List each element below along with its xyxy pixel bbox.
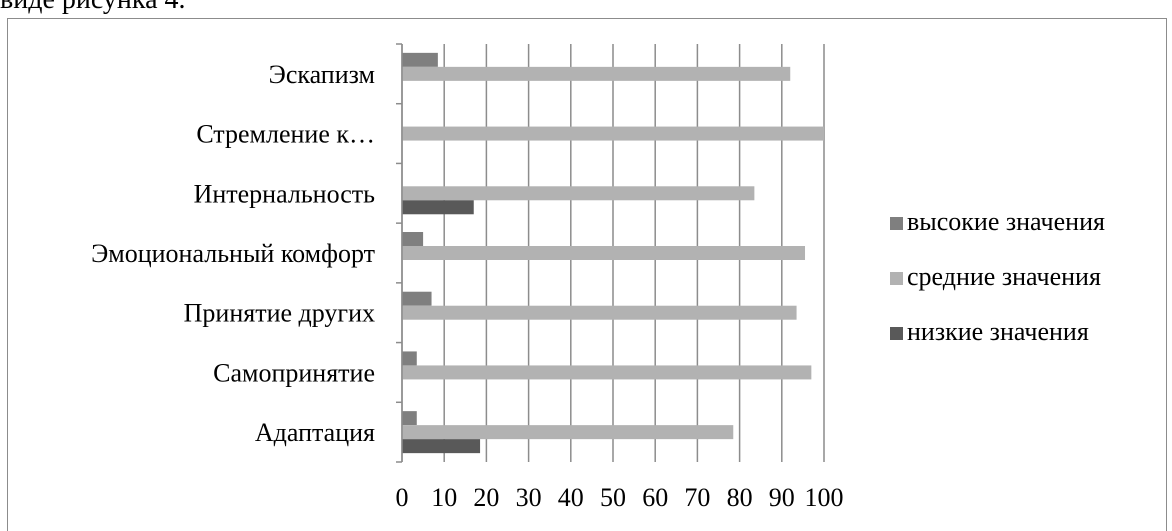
bar	[402, 305, 797, 320]
legend-label: средние значения	[907, 262, 1101, 291]
x-tick-label: 30	[516, 483, 542, 512]
category-label: Интернальность	[194, 179, 376, 208]
bars	[402, 52, 824, 454]
category-label: Принятие других	[184, 299, 375, 328]
legend-swatch	[890, 272, 903, 285]
chart-frame	[7, 18, 1167, 531]
x-tick-label: 70	[684, 483, 710, 512]
bar	[402, 186, 755, 201]
legend-label: высокие значения	[907, 207, 1105, 236]
x-tick-label: 10	[431, 483, 457, 512]
bar	[402, 126, 824, 141]
legend-swatch	[890, 217, 903, 230]
x-tick-label: 40	[558, 483, 584, 512]
x-tick-label: 0	[396, 483, 409, 512]
x-tick-label: 100	[805, 483, 844, 512]
bar	[402, 66, 791, 81]
bar	[402, 439, 481, 454]
category-label: Стремление к…	[196, 120, 375, 149]
bar	[402, 246, 806, 260]
bar	[402, 411, 417, 426]
bar	[402, 365, 812, 380]
legend-label: низкие значения	[907, 317, 1089, 346]
legend: высокие значения средние значения низкие з…	[890, 207, 1105, 346]
bar	[402, 52, 438, 67]
bar	[402, 200, 474, 215]
labels: Адаптация Самопринятие Принятие других Эмоц…	[91, 60, 843, 512]
x-tick-label: 60	[642, 483, 668, 512]
legend-swatch	[890, 327, 903, 340]
category-label: Эмоциональный комфорт	[91, 239, 375, 268]
x-tick-label: 80	[727, 483, 753, 512]
bar	[402, 351, 417, 366]
x-tick-label: 20	[473, 483, 499, 512]
category-label: Адаптация	[255, 418, 375, 447]
bar	[402, 425, 734, 440]
preceding-text-fragment: виде рисунка 4.	[0, 0, 186, 16]
x-tick-label: 50	[600, 483, 626, 512]
category-label: Самопринятие	[213, 358, 375, 387]
bar	[402, 232, 424, 246]
category-label: Эскапизм	[269, 60, 375, 89]
bar	[402, 291, 432, 306]
x-tick-label: 90	[769, 483, 795, 512]
axes	[396, 43, 403, 463]
